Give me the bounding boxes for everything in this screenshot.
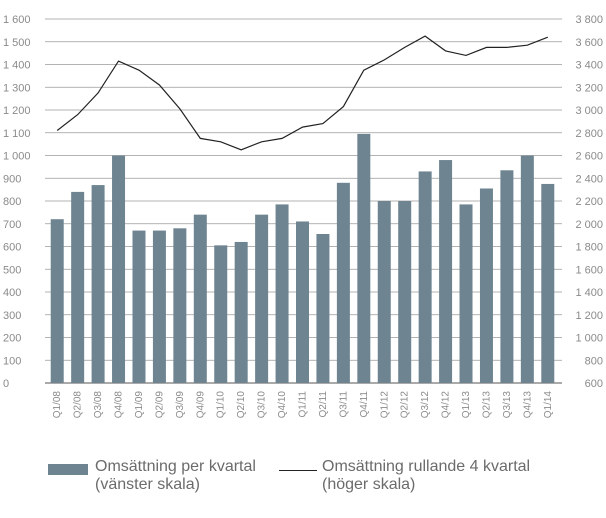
y-right-tick-label: 3 400 <box>575 60 603 72</box>
x-category-label: Q3/12 <box>420 391 431 419</box>
legend-line-line1: Omsättning rullande 4 kvartal <box>322 458 531 475</box>
bar <box>255 214 269 383</box>
y-right-tick-label: 1 200 <box>575 310 603 322</box>
x-category-label: Q3/08 <box>93 391 104 419</box>
line-series <box>56 35 549 151</box>
legend-line-label: Omsättning rullande 4 kvartal (höger ska… <box>322 458 530 494</box>
x-category-label: Q2/11 <box>318 391 329 418</box>
bar <box>214 245 228 383</box>
bar-series <box>50 133 555 383</box>
y-left-tick-label: 1 000 <box>3 151 31 163</box>
x-category-label: Q4/09 <box>195 391 206 419</box>
y-right-tick-label: 2 200 <box>575 196 603 208</box>
y-left-tick-label: 300 <box>3 310 21 322</box>
legend-bar-line2: (vänster skala) <box>95 476 200 493</box>
x-category-label: Q4/08 <box>114 391 125 419</box>
y-right-tick-label: 1 600 <box>575 264 603 276</box>
y-left-tick-label: 1 400 <box>3 60 31 72</box>
y-left-tick-label: 700 <box>3 219 21 231</box>
x-category-label: Q1/13 <box>461 391 472 419</box>
bar <box>316 233 330 383</box>
legend-bar-label: Omsättning per kvartal (vänster skala) <box>95 458 256 494</box>
x-category-label: Q3/10 <box>257 391 268 419</box>
bar <box>459 204 473 383</box>
y-left-tick-label: 500 <box>3 264 21 276</box>
bar <box>234 241 248 383</box>
y-left-tick-label: 400 <box>3 287 21 299</box>
x-category-label: Q2/10 <box>236 391 247 419</box>
bar <box>357 133 371 383</box>
bar <box>398 201 412 383</box>
y-left-tick-label: 0 <box>3 378 9 390</box>
y-right-tick-label: 1 400 <box>575 287 603 299</box>
x-category-label: Q1/10 <box>216 391 227 419</box>
bar <box>193 214 207 383</box>
bar <box>91 185 105 383</box>
y-right-tick-label: 1 000 <box>575 333 603 345</box>
y-left-tick-label: 200 <box>3 333 21 345</box>
y-right-tick-label: 3 800 <box>575 14 603 26</box>
x-category-label: Q2/09 <box>154 391 165 419</box>
y-right-tick-label: 600 <box>585 378 603 390</box>
x-category-label: Q2/12 <box>400 391 411 419</box>
x-category-label: Q2/08 <box>73 391 84 419</box>
bar <box>479 188 493 383</box>
x-category-label: Q3/13 <box>502 391 513 419</box>
x-category-label: Q2/13 <box>481 391 492 419</box>
bar <box>377 201 391 383</box>
y-left-tick-label: 1 300 <box>3 82 31 94</box>
x-category-label: Q4/10 <box>277 391 288 419</box>
x-category-label: Q4/13 <box>522 391 533 419</box>
y-right-tick-label: 2 000 <box>575 219 603 231</box>
legend-bar-line1: Omsättning per kvartal <box>95 458 256 475</box>
y-right-tick-label: 2 800 <box>575 128 603 140</box>
y-left-tick-label: 100 <box>3 355 21 367</box>
y-left-tick-label: 1 600 <box>3 14 31 26</box>
bar <box>296 221 309 383</box>
bar <box>112 155 126 383</box>
category-labels: Q1/08 Q2/08 Q3/08 Q4/08 Q1/09 Q2/09 Q3/09 Q4/09… <box>52 391 554 419</box>
bar <box>71 191 85 383</box>
x-category-label: Q3/09 <box>175 391 186 419</box>
x-category-label: Q1/11 <box>298 391 309 418</box>
bar <box>541 183 555 383</box>
bar <box>336 182 350 383</box>
x-category-label: Q4/12 <box>441 391 452 419</box>
y-right-tick-label: 2 600 <box>575 151 603 163</box>
x-category-label: Q1/14 <box>543 391 554 419</box>
y-right-tick-label: 2 400 <box>575 173 603 185</box>
bar <box>50 219 64 383</box>
bar <box>520 155 534 383</box>
bar <box>173 228 187 383</box>
rolling-line <box>56 35 549 151</box>
x-category-label: Q3/11 <box>338 391 349 418</box>
x-category-label: Q4/11 <box>359 391 370 418</box>
y-right-tick-label: 3 200 <box>575 82 603 94</box>
y-right-tick-label: 800 <box>585 355 603 367</box>
right-axis-ticks: 600 800 1 000 1 200 1 400 1 600 1 800 2 000 2 20… <box>575 14 603 390</box>
y-left-tick-label: 1 500 <box>3 37 31 49</box>
bar <box>500 170 514 383</box>
left-axis-ticks: 0 100 200 300 400 500 600 700 800 900 1 000 1 100 1 … <box>3 14 31 390</box>
bar <box>418 171 432 383</box>
y-left-tick-label: 1 100 <box>3 128 31 140</box>
bar <box>152 230 166 383</box>
x-category-label: Q1/08 <box>52 391 63 419</box>
bar <box>132 230 146 383</box>
y-left-tick-label: 800 <box>3 196 21 208</box>
legend-bar-swatch <box>48 464 88 475</box>
bar <box>439 160 453 383</box>
x-category-label: Q1/09 <box>134 391 145 419</box>
y-right-tick-label: 3 000 <box>575 105 603 117</box>
x-category-label: Q1/12 <box>379 391 390 419</box>
bar <box>275 204 289 383</box>
legend-line-line2: (höger skala) <box>322 476 416 493</box>
legend-line-swatch <box>279 470 317 471</box>
y-left-tick-label: 1 200 <box>3 105 31 117</box>
y-right-tick-label: 3 600 <box>575 37 603 49</box>
y-left-tick-label: 600 <box>3 242 21 254</box>
y-right-tick-label: 1 800 <box>575 242 603 254</box>
combo-chart: 0 100 200 300 400 500 600 700 800 900 1 000 1 100 1 … <box>3 14 603 419</box>
y-left-tick-label: 900 <box>3 173 21 185</box>
